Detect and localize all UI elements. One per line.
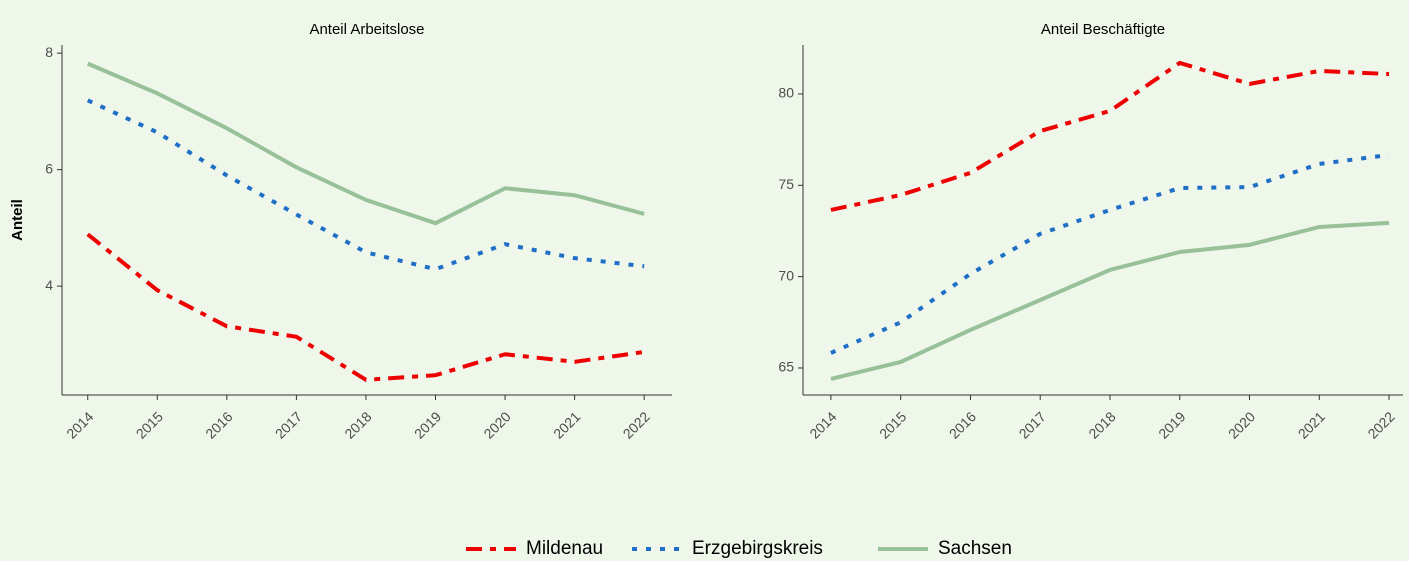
x-tick-label: 2020: [480, 408, 513, 441]
x-tick-label: 2014: [806, 408, 839, 441]
y-tick-label: 4: [45, 277, 53, 293]
line-series: [830, 152, 1390, 355]
panel-title: Anteil Arbeitslose: [309, 21, 424, 38]
y-tick-label: 6: [45, 160, 53, 176]
x-tick-label: 2020: [1225, 408, 1258, 441]
x-tick-label: 2017: [272, 408, 305, 441]
x-tick-label: 2019: [1155, 408, 1188, 441]
legend-label: Mildenau: [526, 538, 603, 559]
x-tick-label: 2016: [946, 408, 979, 441]
x-tick-label: 2015: [876, 408, 909, 441]
x-tick-label: 2018: [341, 408, 374, 441]
y-tick-label: 80: [778, 85, 794, 101]
x-tick-label: 2021: [1295, 408, 1328, 441]
legend-label: Sachsen: [938, 538, 1012, 559]
y-tick-label: 8: [45, 44, 53, 60]
y-tick-label: 75: [778, 176, 794, 192]
x-tick-label: 2016: [202, 408, 235, 441]
line-series: [86, 61, 645, 226]
x-tick-label: 2022: [1364, 408, 1397, 441]
x-tick-label: 2015: [133, 408, 166, 441]
x-tick-label: 2018: [1085, 408, 1118, 441]
line-series: [86, 98, 645, 272]
y-axis-label: Anteil: [9, 199, 26, 241]
y-tick-label: 65: [778, 359, 794, 375]
line-series: [86, 232, 645, 382]
x-tick-label: 2014: [63, 408, 96, 441]
y-tick-label: 70: [778, 267, 794, 283]
x-tick-label: 2017: [1016, 408, 1049, 441]
line-series: [830, 220, 1390, 381]
x-tick-label: 2022: [620, 408, 653, 441]
legend-label: Erzgebirgskreis: [692, 538, 823, 559]
line-series: [830, 60, 1390, 212]
panel-title: Anteil Beschäftigte: [1041, 21, 1165, 38]
x-tick-label: 2021: [550, 408, 583, 441]
x-tick-label: 2019: [411, 408, 444, 441]
